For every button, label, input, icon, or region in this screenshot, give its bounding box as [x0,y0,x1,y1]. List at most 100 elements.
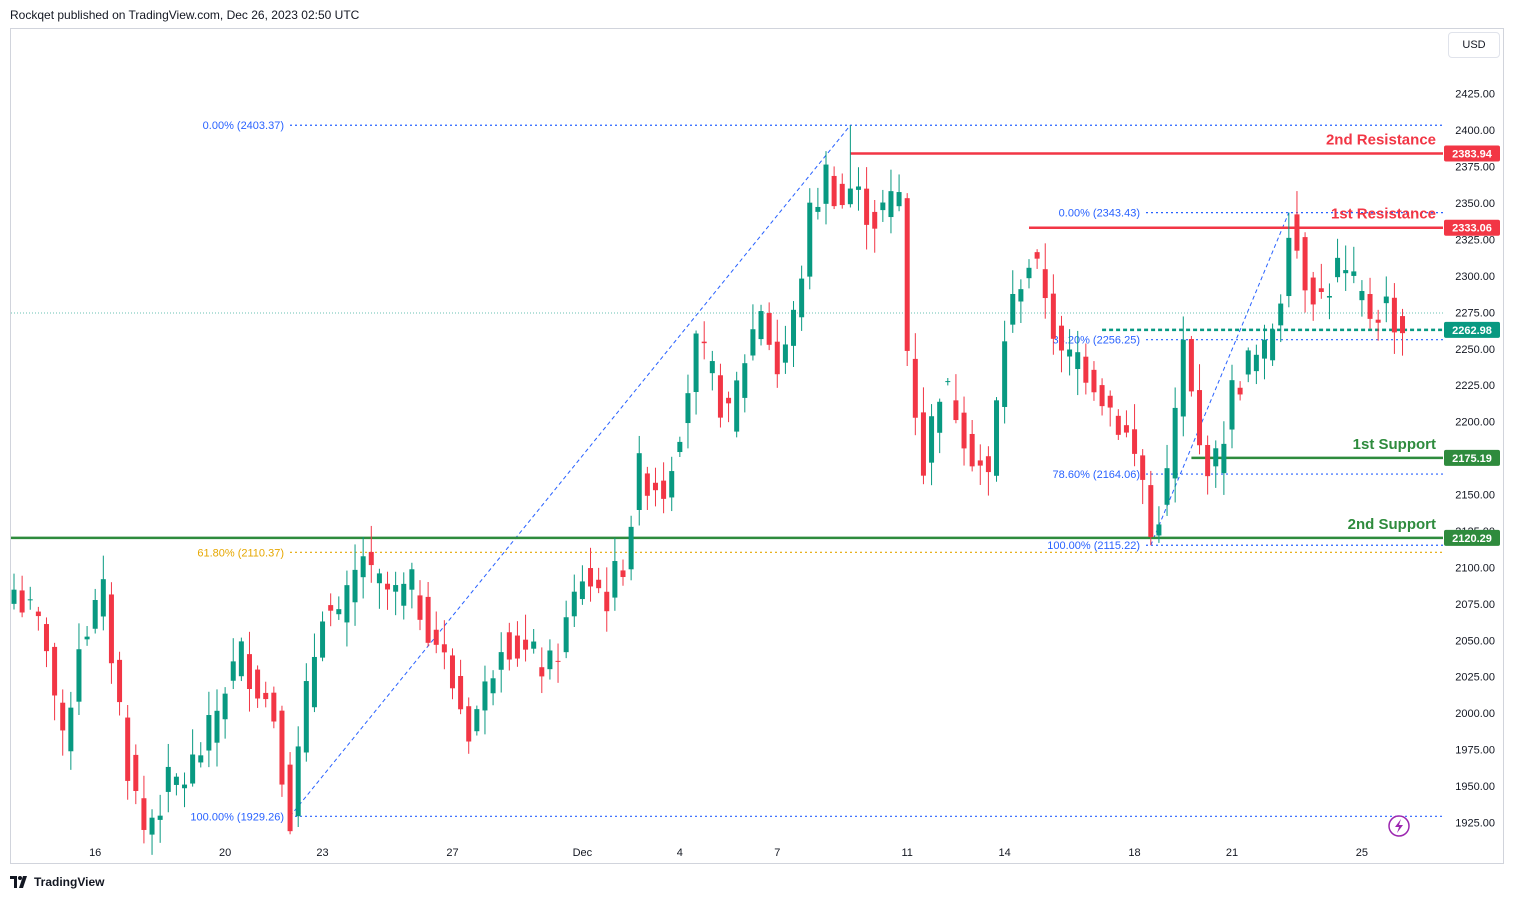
candle-body [1067,349,1073,357]
candle-body [1132,429,1138,454]
candle-body [1383,296,1389,304]
y-tick-label: 2075.00 [1455,599,1495,611]
level-title: 2nd Resistance [1326,132,1436,149]
candle-body [449,655,455,689]
time-axis: 16 20 23 27 Dec 4 7 11 14 18 21 25 [89,847,1368,859]
candle-body [994,400,1000,476]
support-resistance-levels: 2nd Resistance 1st Resistance 1st Support 2… [11,132,1443,540]
y-tick-label: 2250.00 [1455,344,1495,356]
candle-body [303,681,309,753]
candle-body [847,188,853,205]
price-badge [1444,321,1500,338]
candle-body [1156,524,1162,536]
candle-body [360,556,366,578]
candle-body [336,609,342,615]
candle-body [1058,325,1064,351]
candle-body [588,568,594,587]
candle-body [287,764,293,832]
candle-body [1237,387,1243,395]
candle-body [141,798,147,830]
candle-body [255,669,261,699]
candle-body [669,471,675,498]
candle-body [969,433,975,467]
candle-body [1270,329,1276,361]
candle-body [433,629,439,645]
fib-level-label: 0.00% (2343.43) [1059,208,1140,220]
candle-body [612,561,618,598]
y-tick-label: 1925.00 [1455,818,1495,830]
y-tick-label: 2400.00 [1455,125,1495,137]
candle-body [571,591,577,617]
candle-body [799,278,805,318]
candle-body [1351,271,1357,276]
candle-body [173,776,179,785]
tradingview-logo-icon [10,876,27,888]
candle-body [1367,294,1373,319]
tradingview-logo[interactable]: TradingView [10,875,104,889]
x-tick-label: 7 [774,847,780,859]
candle-body [547,650,553,670]
candle-body [750,329,756,356]
candle-body [165,766,171,792]
footer-brand: TradingView [34,875,105,889]
candle-body [458,675,464,710]
candle-body [1253,354,1259,372]
candle-body [539,667,545,677]
price-badge-label: 2262.98 [1452,325,1492,337]
candle-body [1359,291,1365,301]
y-tick-label: 2150.00 [1455,490,1495,502]
candle-body [35,611,41,617]
candle-body [328,605,334,611]
currency-button[interactable]: USD [1448,32,1500,58]
y-tick-label: 2425.00 [1455,89,1495,101]
x-tick-label: 25 [1356,847,1368,859]
candle-body [1391,297,1397,333]
candle-body [214,710,220,743]
fib-level-label: 78.60% (2164.06) [1053,469,1140,481]
fibonacci-retracements: 0.00% (2403.37) 61.80% (2110.37) 100.00% (… [190,120,1443,823]
candle-body [880,202,886,211]
candle-body [1164,468,1170,505]
candle-body [1010,293,1016,325]
candle-body [1213,448,1219,467]
lightning-icon[interactable] [1388,815,1410,837]
candle-body [1375,319,1381,323]
candle-body [523,639,529,650]
candle-body [1172,407,1178,479]
candle-body [1180,339,1186,417]
price-badge-label: 2175.19 [1452,453,1492,465]
candle-body [11,589,17,604]
y-tick-label: 2100.00 [1455,562,1495,574]
y-tick-label: 2025.00 [1455,672,1495,684]
candle-body [271,692,277,722]
candle-body [1148,485,1154,537]
candle-body [1229,380,1235,430]
candle-body [1026,267,1032,279]
candle-body [652,482,658,491]
candle-body [238,641,244,677]
candle-body [295,746,301,817]
candle-body [1197,390,1203,446]
candle-body [1107,395,1113,408]
fib-trend-line [289,124,851,817]
candle-body [1188,339,1194,392]
candle-body [1002,341,1008,407]
y-tick-label: 2350.00 [1455,198,1495,210]
candle-body [831,175,837,207]
candle-body [1335,257,1341,278]
candle-body [596,579,602,589]
y-tick-label: 2000.00 [1455,708,1495,720]
candle-body [263,692,269,700]
candle-body [425,596,431,643]
candle-body [782,344,788,363]
candle-body [1123,425,1129,433]
x-tick-label: 21 [1226,847,1238,859]
candles [11,125,1406,855]
candle-body [506,632,512,660]
candle-body [125,717,131,781]
candle-body [311,656,317,708]
chart-pane[interactable] [10,28,1504,864]
candle-body [279,710,285,785]
candle-body [774,341,780,375]
